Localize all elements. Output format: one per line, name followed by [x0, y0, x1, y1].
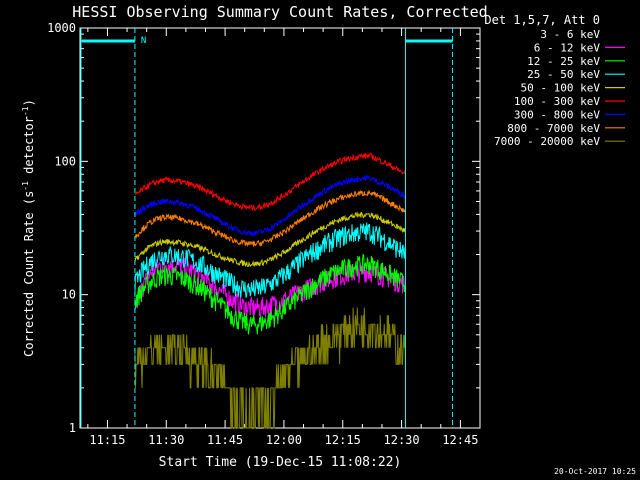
legend-label: 7000 - 20000 keV — [494, 135, 600, 148]
legend-label: 100 - 300 keV — [514, 95, 600, 108]
legend-label: 6 - 12 keV — [534, 41, 601, 54]
x-tick-label: 12:30 — [384, 433, 420, 447]
legend-label: 300 - 800 keV — [514, 108, 600, 121]
x-tick-label: 11:15 — [89, 433, 125, 447]
plot-frame — [79, 27, 481, 429]
legend-label: 800 - 7000 keV — [507, 122, 600, 135]
series-line — [134, 254, 406, 335]
chart-title: HESSI Observing Summary Count Rates, Cor… — [72, 3, 487, 21]
y-axis-label-sup1: -1 — [21, 181, 30, 191]
y-tick-labels: 1 10 100 1000 — [47, 21, 76, 435]
legend-title: Det 1,5,7, Att 0 — [484, 13, 600, 27]
y-tick-label: 10 — [62, 288, 76, 302]
timestamp: 20-Oct-2017 10:25 — [554, 467, 636, 476]
legend-label: 50 - 100 keV — [521, 82, 601, 95]
y-axis-label-part2: detector — [22, 116, 36, 181]
x-tick-labels: 11:15 11:30 11:45 12:00 12:15 12:30 12:45 — [89, 433, 478, 447]
x-tick-label: 12:00 — [266, 433, 302, 447]
y-axis-label: Corrected Count Rate (s-1 detector-1) — [21, 99, 36, 357]
y-axis-label-part1: Corrected Count Rate (s — [22, 191, 36, 357]
marker-group: N — [80, 28, 454, 428]
series-line — [134, 152, 406, 212]
legend-label: 25 - 50 keV — [527, 68, 600, 81]
x-axis-label: Start Time (19-Dec-15 11:08:22) — [159, 455, 402, 470]
x-tick-label: 12:15 — [325, 433, 361, 447]
series-line — [134, 174, 406, 238]
series-line — [134, 211, 406, 268]
series-line — [134, 222, 406, 298]
x-tick-label: 12:45 — [442, 433, 478, 447]
legend-label: 12 - 25 keV — [527, 55, 600, 68]
series-group — [134, 152, 406, 429]
y-axis-label-part3: ) — [22, 99, 36, 106]
y-axis-label-sup2: -1 — [21, 106, 30, 116]
legend-label: 3 - 6 keV — [540, 28, 600, 41]
marker-label: N — [141, 36, 146, 46]
y-tick-label: 1000 — [47, 21, 76, 35]
y-tick-label: 1 — [69, 421, 76, 435]
x-tick-label: 11:45 — [207, 433, 243, 447]
series-line — [134, 307, 406, 429]
y-tick-label: 100 — [54, 154, 76, 168]
series-line — [134, 189, 406, 248]
x-tick-label: 11:30 — [148, 433, 184, 447]
